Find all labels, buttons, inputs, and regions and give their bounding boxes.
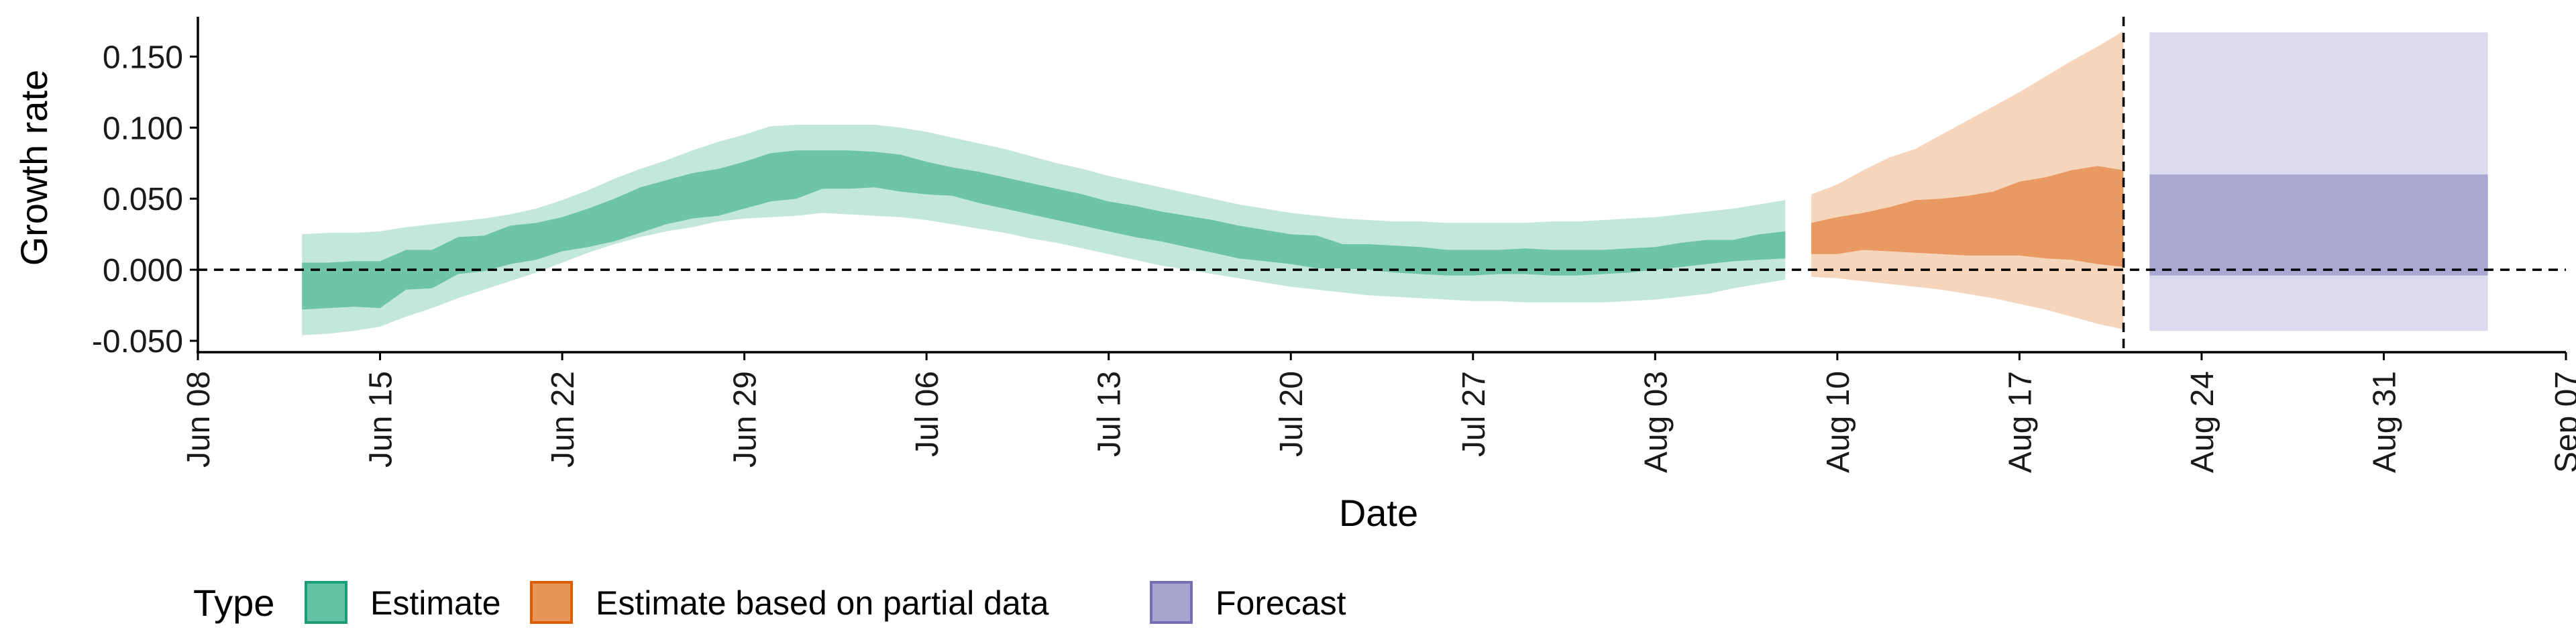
estimate-90-band — [302, 125, 1786, 335]
x-tick-label: Aug 24 — [2185, 371, 2220, 473]
y-tick-label: 0.050 — [103, 182, 183, 217]
x-tick-label: Jun 29 — [728, 371, 763, 468]
x-tick-label: Aug 17 — [2002, 371, 2038, 473]
legend-item-label: Forecast — [1216, 584, 1346, 622]
x-axis-title: Date — [1339, 492, 1418, 534]
x-tick-label: Aug 31 — [2367, 371, 2403, 473]
legend-title: Type — [193, 582, 274, 624]
x-tick-label: Sep 07 — [2549, 371, 2576, 473]
x-tick-label: Jul 20 — [1274, 371, 1309, 457]
x-tick-label: Jun 15 — [364, 371, 399, 468]
x-tick-label: Jul 13 — [1092, 371, 1128, 457]
x-tick-label: Jun 08 — [181, 371, 217, 468]
legend-item-label: Estimate based on partial data — [596, 584, 1049, 622]
axes-layer: 0.150 0.100 0.050 0.000 -0.050 Jun 08 Jun 15 Ju… — [92, 17, 2576, 473]
legend-item-label: Estimate — [370, 584, 501, 622]
partial-50-band — [1811, 166, 2124, 267]
y-axis-title: Growth rate — [13, 70, 55, 266]
legend-key-swatch — [1150, 581, 1193, 624]
ribbon-layer — [302, 31, 2488, 335]
y-tick-label: 0.150 — [103, 40, 183, 75]
reference-lines — [198, 17, 2566, 352]
legend-key-swatch — [530, 581, 573, 624]
y-tick-label: 0.100 — [103, 111, 183, 146]
forecast-50-band — [2149, 174, 2488, 276]
x-tick-label: Jun 22 — [545, 371, 581, 468]
legend: Type Estimate Estimate based on partial da… — [193, 581, 1346, 624]
legend-key-swatch — [305, 581, 347, 624]
x-tick-label: Aug 03 — [1638, 371, 1674, 473]
x-tick-label: Aug 10 — [1821, 371, 1856, 473]
y-tick-label: 0.000 — [103, 253, 183, 288]
x-tick-label: Jul 27 — [1456, 371, 1492, 457]
x-tick-label: Jul 06 — [910, 371, 945, 457]
y-tick-label: -0.050 — [92, 324, 183, 360]
